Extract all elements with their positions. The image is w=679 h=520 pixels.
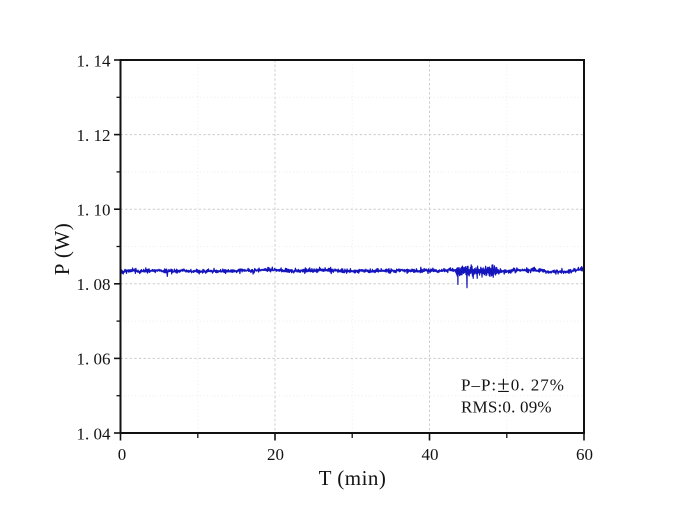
svg-text:60: 60: [576, 445, 593, 464]
svg-text:0: 0: [118, 445, 127, 464]
svg-text:P–P:±0. 27%: P–P:±0. 27%: [461, 372, 565, 397]
svg-text:40: 40: [422, 445, 439, 464]
svg-text:1. 12: 1. 12: [77, 126, 111, 145]
svg-text:1. 10: 1. 10: [77, 201, 111, 220]
svg-text:T (min): T (min): [319, 466, 387, 490]
svg-text:1. 04: 1. 04: [77, 424, 112, 443]
svg-text:1. 08: 1. 08: [77, 275, 111, 294]
svg-text:P (W): P (W): [50, 223, 74, 275]
svg-text:RMS:0. 09%: RMS:0. 09%: [461, 397, 552, 416]
svg-text:20: 20: [267, 445, 284, 464]
svg-text:1. 14: 1. 14: [77, 51, 112, 70]
svg-text:1. 06: 1. 06: [77, 350, 111, 369]
